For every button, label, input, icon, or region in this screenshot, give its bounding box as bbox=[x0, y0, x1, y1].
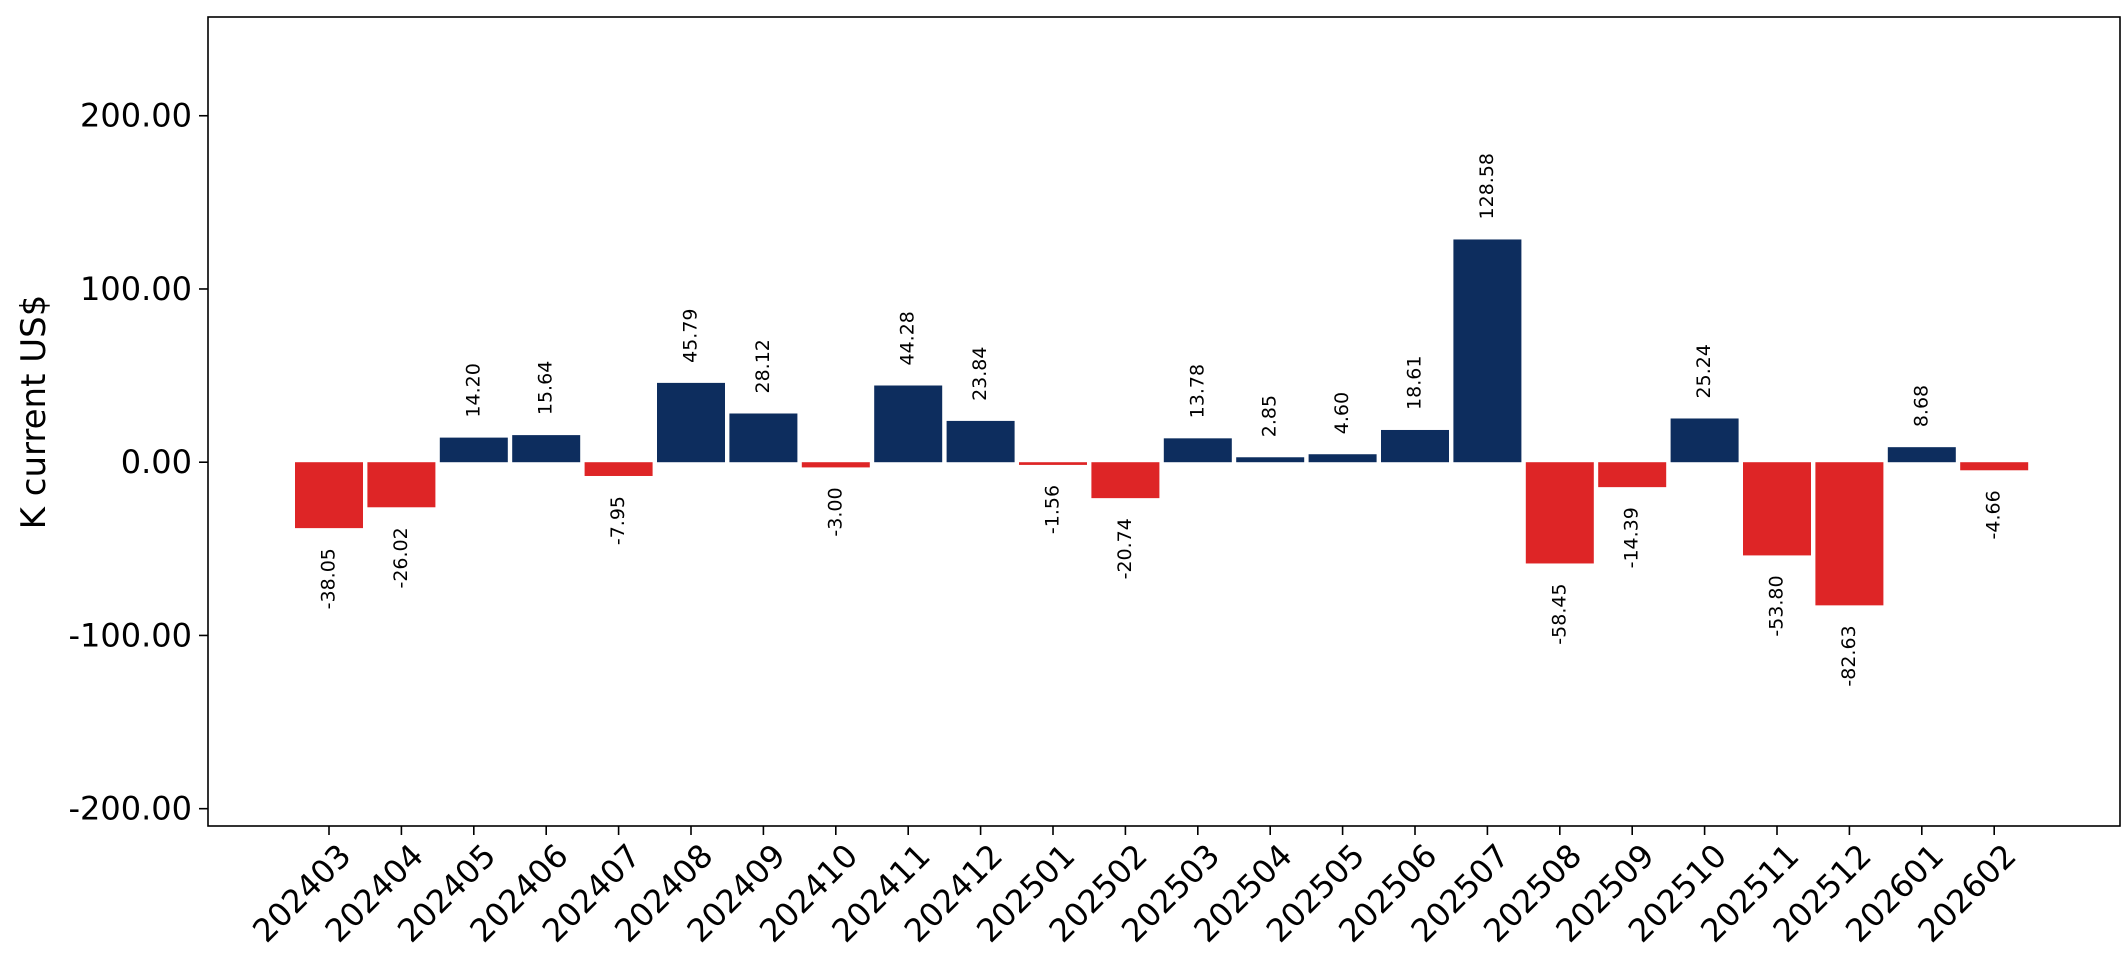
data-labels-group: -38.05 -26.02 14.20 15.64 -7.95 45.79 28.12 -3.… bbox=[318, 153, 2005, 687]
y-axis: -200.00 -100.00 0.00 100.00 200.00 bbox=[68, 97, 208, 828]
bar-202512 bbox=[1815, 462, 1884, 606]
bars-group bbox=[295, 239, 2029, 606]
bar-202504 bbox=[1236, 457, 1305, 463]
data-label: -58.45 bbox=[1548, 583, 1570, 644]
data-label: -53.80 bbox=[1766, 575, 1788, 636]
y-tick-label: 200.00 bbox=[80, 97, 192, 135]
y-tick-label: 0.00 bbox=[121, 443, 192, 481]
bar-202602 bbox=[1960, 462, 2029, 471]
bar-202405 bbox=[439, 437, 508, 463]
y-tick-label: 100.00 bbox=[80, 270, 192, 308]
data-label: 18.61 bbox=[1404, 356, 1426, 410]
bar-202409 bbox=[729, 413, 798, 463]
y-tick-label: -200.00 bbox=[68, 790, 192, 828]
data-label: 45.79 bbox=[680, 308, 702, 362]
data-label: 13.78 bbox=[1186, 364, 1208, 418]
y-axis-label: K current US$ bbox=[14, 295, 54, 530]
data-label: 25.24 bbox=[1693, 344, 1715, 398]
bar-202601 bbox=[1887, 447, 1956, 463]
data-label: -4.66 bbox=[1983, 490, 2005, 539]
data-label: 128.58 bbox=[1476, 153, 1498, 219]
bar-202507 bbox=[1453, 239, 1522, 463]
data-label: -7.95 bbox=[607, 496, 629, 545]
data-label: 28.12 bbox=[752, 339, 774, 393]
bar-202408 bbox=[657, 382, 725, 463]
data-label: -3.00 bbox=[824, 487, 846, 536]
bar-202508 bbox=[1525, 462, 1594, 564]
data-label: -20.74 bbox=[1114, 518, 1136, 579]
bar-202407 bbox=[584, 462, 653, 476]
bar-202411 bbox=[874, 385, 943, 463]
data-label: 23.84 bbox=[969, 347, 991, 401]
plot-frame bbox=[207, 16, 2121, 827]
bar-202505 bbox=[1308, 454, 1377, 463]
bar-202510 bbox=[1670, 418, 1739, 463]
bar-202406 bbox=[512, 435, 581, 463]
data-label: -26.02 bbox=[390, 527, 412, 588]
bar-202412 bbox=[946, 420, 1015, 463]
x-axis: 2024032024042024052024062024072024082024… bbox=[245, 826, 2024, 950]
data-label: -38.05 bbox=[318, 548, 340, 609]
bar-202506 bbox=[1381, 429, 1449, 463]
data-label: 2.85 bbox=[1259, 395, 1281, 437]
data-label: 15.64 bbox=[535, 361, 557, 415]
data-label: -14.39 bbox=[1621, 507, 1643, 568]
bar-202509 bbox=[1598, 462, 1667, 488]
y-tick-label: -100.00 bbox=[68, 616, 192, 654]
data-label: 8.68 bbox=[1910, 385, 1932, 427]
bar-202511 bbox=[1743, 462, 1811, 556]
data-label: 4.60 bbox=[1331, 392, 1353, 434]
data-label: 14.20 bbox=[462, 363, 484, 417]
bar-202503 bbox=[1163, 438, 1232, 463]
data-label: -82.63 bbox=[1838, 625, 1860, 686]
bar-202502 bbox=[1091, 462, 1160, 499]
bar-202501 bbox=[1019, 462, 1087, 465]
bar-202403 bbox=[295, 462, 363, 529]
bar-202410 bbox=[801, 462, 870, 468]
data-label: -1.56 bbox=[1042, 485, 1064, 534]
data-label: 44.28 bbox=[897, 311, 919, 365]
bar-202404 bbox=[367, 462, 436, 508]
